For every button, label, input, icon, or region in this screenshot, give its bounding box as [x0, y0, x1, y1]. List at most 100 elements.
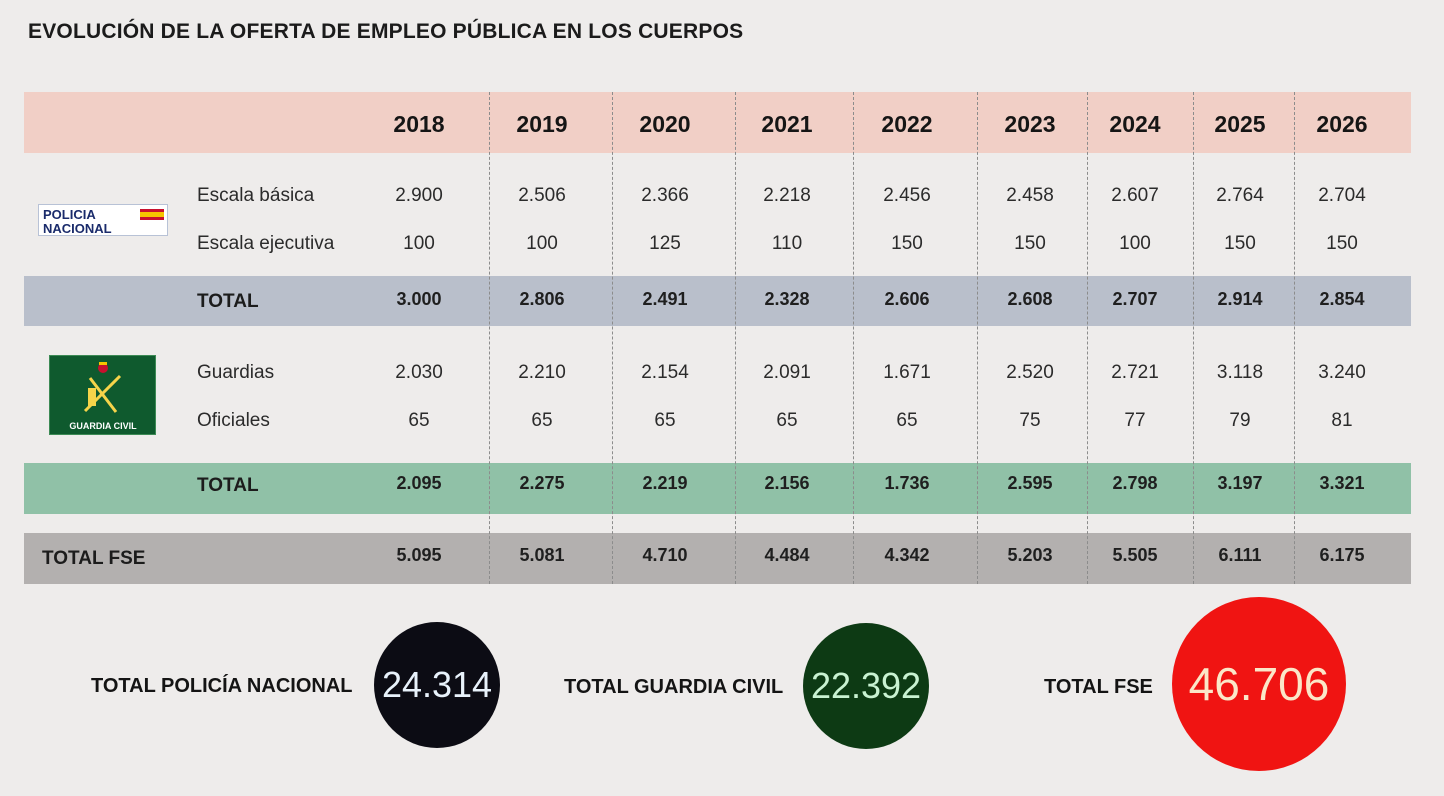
summary-label: TOTAL POLICÍA NACIONAL: [91, 675, 353, 697]
data-table: POLICIA NACIONAL GUARDIA CIVIL 2018 2019 2…: [24, 92, 1411, 584]
row-label: Guardias: [197, 362, 275, 383]
table-cell: 65: [776, 410, 798, 431]
guardia-total-band: [24, 463, 1411, 514]
table-cell: 150: [1326, 233, 1358, 254]
table-cell: 77: [1124, 410, 1146, 431]
table-cell: 100: [403, 233, 435, 254]
grand-total-cell: 5.203: [1007, 545, 1053, 565]
summary-value: 24.314: [381, 664, 493, 705]
total-cell: 2.707: [1112, 289, 1158, 309]
table-cell: 2.210: [518, 362, 566, 383]
policia-total-band: [24, 276, 1411, 326]
table-cell: 3.118: [1216, 362, 1264, 383]
table-cell: 65: [654, 410, 676, 431]
total-cell: 2.491: [642, 289, 688, 309]
total-cell: 2.608: [1007, 289, 1053, 309]
total-label: TOTAL: [197, 291, 259, 312]
table-cell: 150: [1224, 233, 1256, 254]
table-cell: 100: [526, 233, 558, 254]
grand-total-cell: 5.095: [396, 545, 442, 565]
year-header: 2019: [516, 111, 568, 137]
column-divider: [489, 92, 490, 584]
table-cell: 2.030: [395, 362, 443, 383]
grand-total-label: TOTAL FSE: [42, 548, 146, 569]
table-cell: 79: [1229, 410, 1251, 431]
table-cell: 2.456: [883, 185, 931, 206]
total-cell: 2.914: [1217, 289, 1263, 309]
guardia-civil-logo: GUARDIA CIVIL: [49, 355, 156, 435]
summary-value: 22.392: [810, 665, 922, 706]
year-header: 2018: [393, 111, 445, 137]
column-divider: [853, 92, 854, 584]
total-cell: 2.595: [1007, 473, 1053, 493]
table-cell: 2.704: [1318, 185, 1366, 206]
table-cell: 81: [1331, 410, 1353, 431]
logo-pn-line1: POLICIA: [43, 207, 96, 222]
table-cell: 100: [1119, 233, 1151, 254]
total-cell: 3.000: [396, 289, 442, 309]
total-cell: 2.275: [519, 473, 565, 493]
total-cell: 2.095: [396, 473, 442, 493]
year-header: 2022: [881, 111, 933, 137]
logo-pn-line2: NACIONAL: [43, 221, 112, 236]
logo-gc-text: GUARDIA CIVIL: [69, 421, 137, 431]
table-cell: 150: [891, 233, 923, 254]
column-divider: [1193, 92, 1194, 584]
table-cell: 110: [771, 233, 803, 254]
header-band: [24, 92, 1411, 153]
summary-circle: 24.314: [374, 622, 500, 748]
grand-total-cell: 4.710: [642, 545, 688, 565]
total-cell: 3.197: [1217, 473, 1263, 493]
table-cell: 2.900: [395, 185, 443, 206]
year-header: 2026: [1316, 111, 1368, 137]
table-cell: 2.366: [641, 185, 689, 206]
policia-nacional-logo: POLICIA NACIONAL: [38, 204, 168, 236]
total-cell: 2.798: [1112, 473, 1158, 493]
column-divider: [612, 92, 613, 584]
total-label: TOTAL: [197, 475, 259, 496]
table-cell: 75: [1019, 410, 1041, 431]
year-header: 2023: [1004, 111, 1056, 137]
total-cell: 2.606: [884, 289, 930, 309]
table-cell: 2.607: [1111, 185, 1159, 206]
table-cell: 65: [531, 410, 553, 431]
grand-total-cell: 5.081: [519, 545, 565, 565]
summary-value: 46.706: [1188, 658, 1330, 710]
grand-total-cell: 4.484: [764, 545, 810, 565]
grand-total-cell: 6.175: [1319, 545, 1365, 565]
table-cell: 3.240: [1318, 362, 1366, 383]
column-divider: [977, 92, 978, 584]
total-cell: 1.736: [884, 473, 930, 493]
grand-total-cell: 4.342: [884, 545, 930, 565]
table-cell: 1.671: [883, 362, 931, 383]
total-cell: 2.328: [764, 289, 810, 309]
table-cell: 2.506: [518, 185, 566, 206]
column-divider: [1087, 92, 1088, 584]
table-cell: 65: [408, 410, 430, 431]
table-cell: 2.458: [1006, 185, 1054, 206]
total-cell: 2.219: [642, 473, 688, 493]
row-label: Escala básica: [197, 185, 315, 206]
table-cell: 2.721: [1111, 362, 1159, 383]
summary-circle: 46.706: [1172, 597, 1346, 771]
row-label: Escala ejecutiva: [197, 233, 335, 254]
grand-total-cell: 5.505: [1112, 545, 1158, 565]
total-cell: 2.806: [519, 289, 565, 309]
total-cell: 3.321: [1319, 473, 1365, 493]
column-divider: [1294, 92, 1295, 584]
year-header: 2025: [1214, 111, 1266, 137]
year-header: 2024: [1109, 111, 1161, 137]
chart-title: EVOLUCIÓN DE LA OFERTA DE EMPLEO PÚBLICA…: [28, 20, 744, 43]
table-cell: 150: [1014, 233, 1046, 254]
summary-circle: 22.392: [803, 623, 929, 749]
table-cell: 125: [649, 233, 681, 254]
total-cell: 2.854: [1319, 289, 1365, 309]
year-header: 2021: [761, 111, 813, 137]
fse-total-band: [24, 533, 1411, 584]
table-cell: 2.091: [763, 362, 811, 383]
summary-label: TOTAL FSE: [1044, 676, 1153, 698]
table-cell: 2.154: [641, 362, 689, 383]
table-cell: 65: [896, 410, 918, 431]
table-cell: 2.520: [1006, 362, 1054, 383]
summary-label: TOTAL GUARDIA CIVIL: [564, 676, 784, 698]
